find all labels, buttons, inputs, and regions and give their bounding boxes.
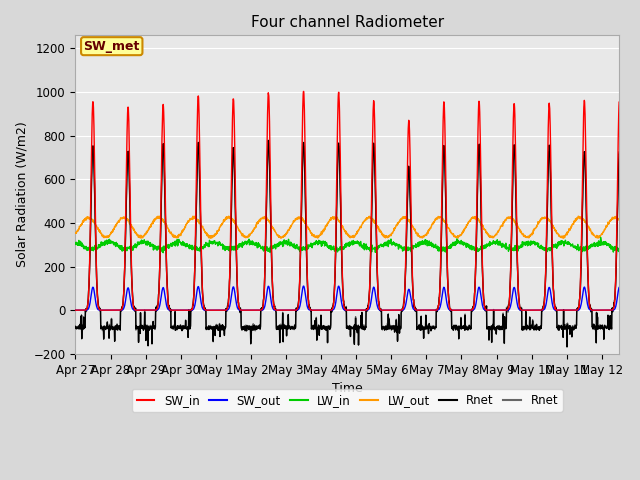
SW_in [412,307,420,313]
Rnet [412,306,420,312]
LW_in [597,235,605,240]
SW_out [72,307,79,313]
Rnet [597,325,605,331]
SW_in [72,307,79,313]
Rnet [72,324,79,330]
SW_in [597,307,605,313]
SW_in [429,307,436,313]
Rnet [597,325,605,331]
LW_in [159,250,167,255]
Rnet [104,320,111,325]
Rnet [532,324,540,330]
Rnet [264,137,272,143]
SW_out [616,284,623,290]
LW_out [72,230,79,236]
Rnet [616,149,623,155]
Rnet [351,322,358,327]
LW_out [225,213,232,219]
Text: SW_met: SW_met [84,40,140,53]
SW_in [104,307,111,313]
Title: Four channel Radiometer: Four channel Radiometer [251,15,444,30]
Line: Rnet: Rnet [76,143,620,346]
Rnet [429,325,436,331]
LW_out [429,220,436,226]
Legend: SW_in, SW_out, LW_in, LW_out, Rnet, Rnet: SW_in, SW_out, LW_in, LW_out, Rnet, Rnet [132,389,563,411]
Y-axis label: Solar Radiation (W/m2): Solar Radiation (W/m2) [15,122,28,267]
SW_out [412,307,420,313]
Line: SW_out: SW_out [76,286,620,310]
LW_out [559,236,567,241]
Rnet [104,319,111,324]
Rnet [72,324,79,329]
X-axis label: Time: Time [332,382,363,395]
SW_in [616,99,623,105]
Line: Rnet: Rnet [76,140,620,347]
LW_in [532,241,540,247]
LW_in [72,241,79,247]
LW_in [616,248,623,253]
Rnet [412,307,420,312]
LW_in [351,241,358,247]
SW_out [351,307,358,313]
Rnet [429,325,436,331]
Line: LW_out: LW_out [76,216,620,239]
Line: LW_in: LW_in [76,238,620,252]
SW_out [300,283,307,289]
LW_out [351,233,358,239]
Rnet [563,343,571,349]
LW_in [597,242,605,248]
Line: SW_in: SW_in [76,91,620,310]
SW_in [351,307,358,313]
LW_out [597,232,605,238]
LW_in [412,245,420,251]
LW_out [104,234,111,240]
LW_in [104,241,111,247]
Rnet [616,152,623,157]
Rnet [563,344,571,350]
Rnet [264,140,272,146]
Rnet [532,324,540,330]
LW_out [412,230,420,236]
LW_out [532,225,540,230]
SW_out [597,307,605,313]
SW_out [429,307,436,313]
LW_out [616,216,623,222]
Rnet [351,322,358,327]
LW_in [429,242,436,248]
SW_out [532,307,540,313]
SW_out [104,307,111,313]
SW_in [532,307,540,313]
SW_in [300,88,307,94]
